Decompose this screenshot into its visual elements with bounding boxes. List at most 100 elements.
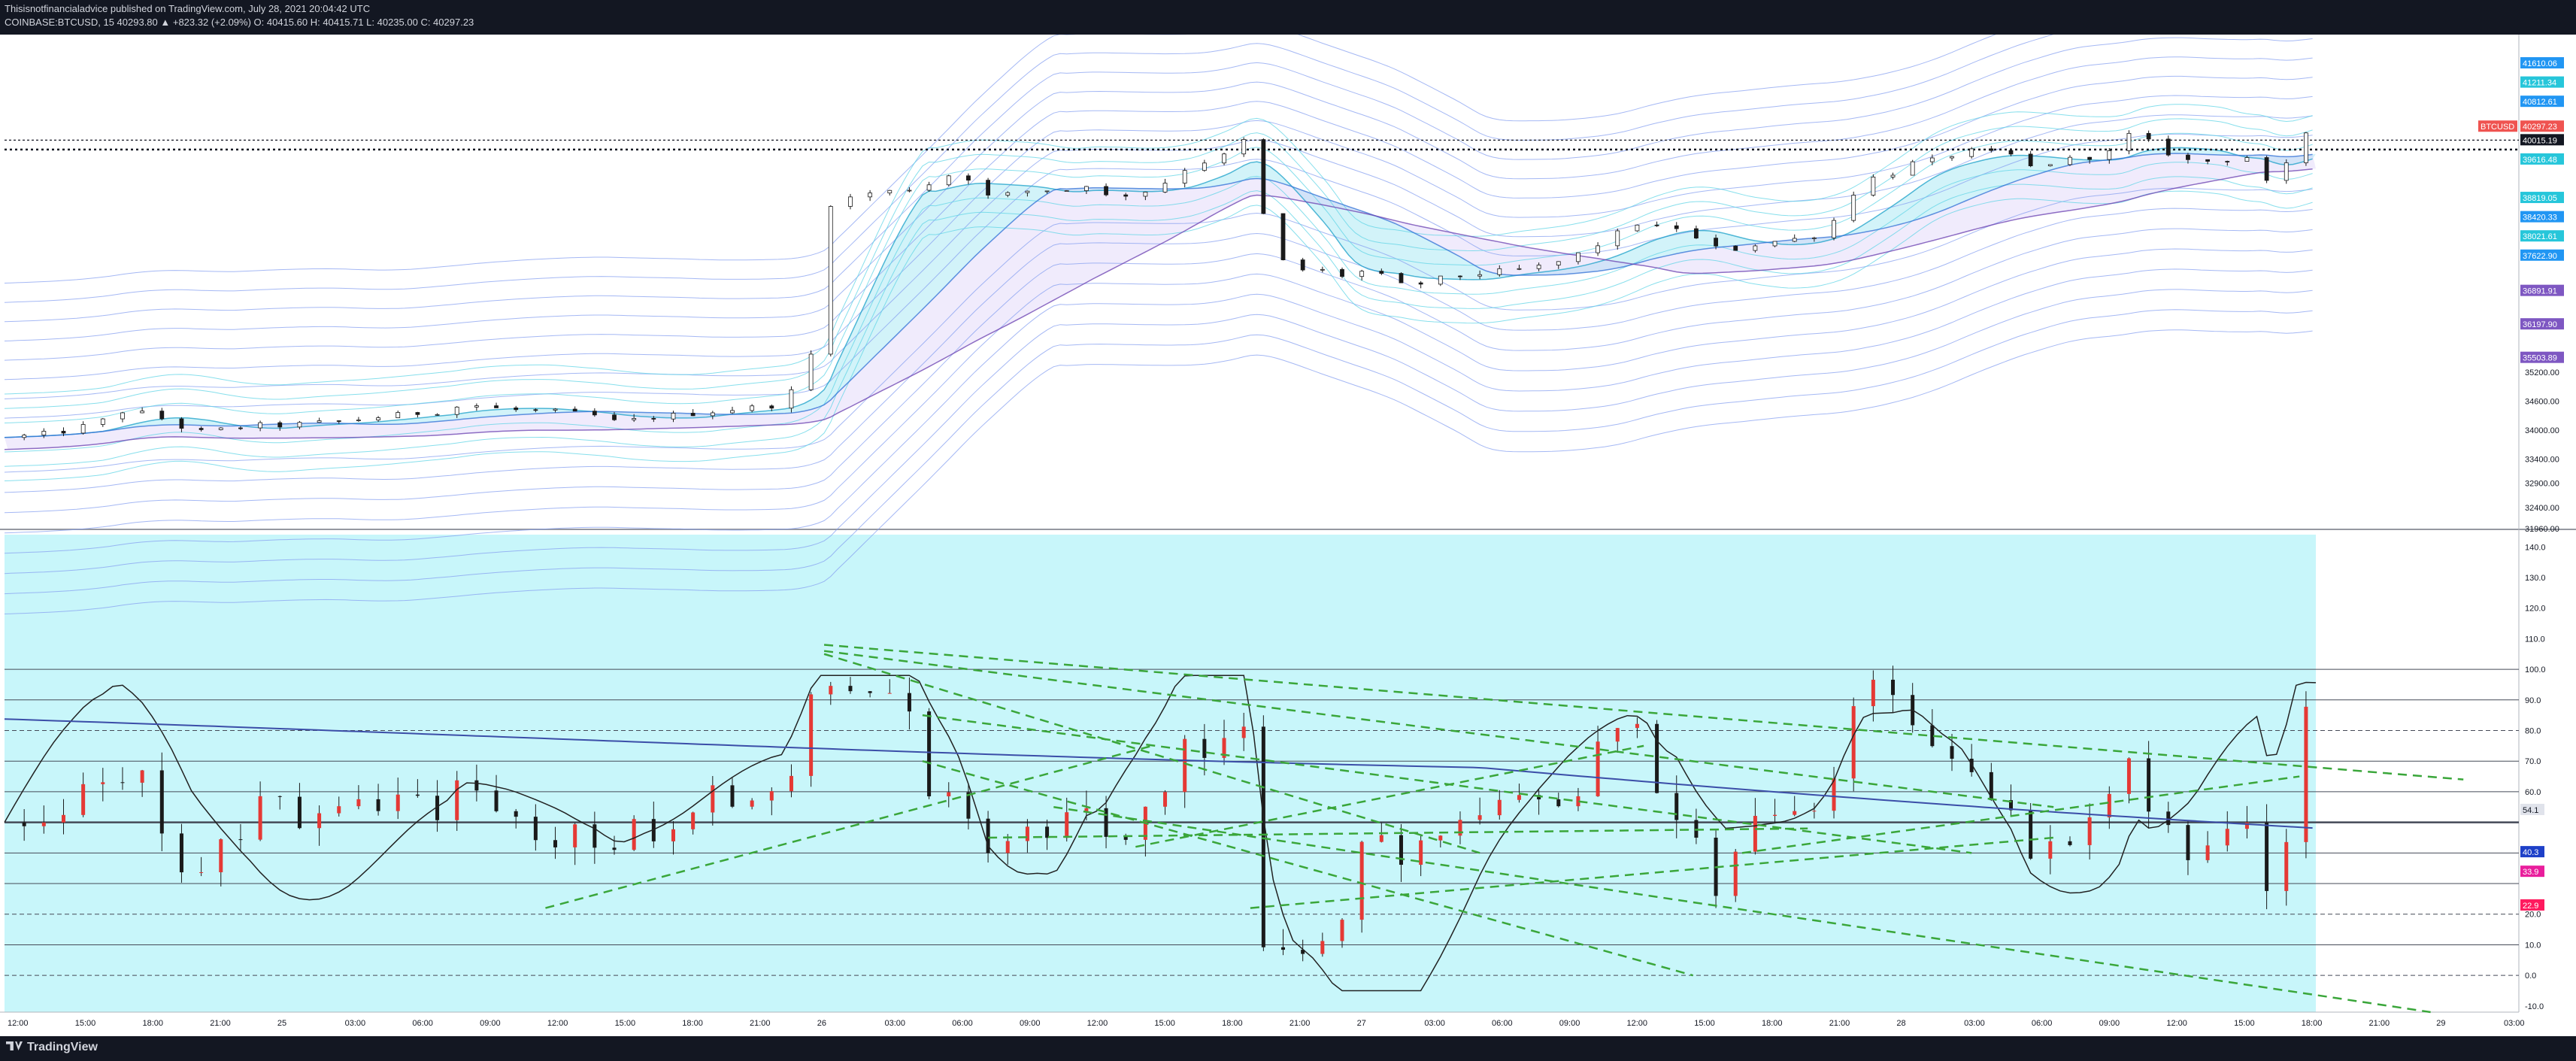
price-axis-tick: 32400.00	[2525, 504, 2559, 513]
band-fill-purple	[5, 153, 2316, 450]
osc-candle	[1438, 835, 1443, 841]
osc-candle	[2048, 841, 2053, 859]
osc-candle	[1753, 816, 1757, 852]
osc-candle	[1202, 738, 1207, 758]
price-candle	[1261, 139, 1266, 214]
price-label: 41610.06	[2523, 59, 2557, 68]
time-axis-tick: 18:00	[142, 1019, 163, 1028]
price-candle	[1792, 238, 1797, 242]
price-candle	[2165, 138, 2171, 156]
upper-band-line	[4, 35, 1996, 283]
osc-candle	[1615, 728, 1620, 742]
price-candle	[1635, 224, 1640, 232]
osc-value-label: 54.1	[2523, 806, 2538, 815]
lower-band-line	[4, 289, 2313, 574]
price-candle	[926, 184, 932, 191]
osc-candle	[2029, 810, 2033, 859]
price-candle	[1202, 162, 1207, 171]
osc-value-label: 22.9	[2523, 902, 2538, 911]
time-axis-tick: 21:00	[1290, 1019, 1311, 1028]
osc-axis-tick: 60.0	[2525, 788, 2541, 797]
price-candle	[1576, 252, 1580, 262]
osc-axis-tick: 10.0	[2525, 941, 2541, 950]
price-label-box	[2520, 249, 2564, 261]
price-candle	[690, 413, 696, 417]
price-candle	[1320, 268, 1325, 271]
time-axis-tick: 09:00	[1020, 1019, 1041, 1028]
price-candle	[336, 420, 341, 422]
time-axis-tick: 09:00	[1559, 1019, 1580, 1028]
osc-candle	[966, 792, 971, 819]
price-candle	[572, 408, 577, 412]
price-candle	[1615, 230, 1620, 247]
tradingview-logo[interactable]: TradingView	[6, 1041, 98, 1054]
upper-band-line	[4, 37, 2313, 323]
price-candle	[612, 414, 617, 420]
osc-candle	[1419, 840, 1423, 865]
price-candle	[317, 420, 322, 423]
osc-candle	[730, 785, 735, 807]
time-axis-tick: 03:00	[1424, 1019, 1445, 1028]
trendline	[1135, 744, 1644, 848]
osc-candle	[1733, 851, 1738, 896]
upper-band-line	[4, 75, 2313, 361]
ma-slow-line	[4, 168, 2313, 450]
price-candle	[1025, 190, 1030, 193]
price-label-box	[2520, 134, 2564, 146]
time-axis-tick: 21:00	[2369, 1019, 2390, 1028]
symbol-tag-box	[2478, 120, 2517, 132]
price-candle	[2047, 164, 2053, 167]
price-candle	[789, 389, 794, 409]
osc-candle	[1123, 836, 1128, 840]
price-candle	[61, 431, 66, 434]
osc-value-label: 40.3	[2523, 848, 2538, 857]
price-candle	[946, 175, 951, 186]
upper-band-line	[4, 35, 2054, 303]
price-candle	[1477, 274, 1483, 277]
osc-candle	[1576, 796, 1580, 807]
price-candle	[159, 411, 165, 420]
osc-candle	[1871, 679, 1875, 707]
price-label: 40812.61	[2523, 98, 2557, 107]
price-candle	[494, 405, 499, 408]
osc-candle	[651, 819, 656, 841]
price-label: 36891.91	[2523, 287, 2557, 296]
price-candle	[80, 424, 86, 434]
osc-value-label: 33.9	[2523, 868, 2538, 877]
osc-axis-tick: 130.0	[2525, 574, 2546, 583]
osc-candle	[1950, 746, 1954, 759]
chart-canvas[interactable]: 35200.00 34600.00 34000.00 33400.00 32900.00…	[0, 35, 2576, 1036]
price-candle	[1340, 268, 1344, 277]
time-axis-tick: 12:00	[2166, 1019, 2187, 1028]
price-candle	[179, 418, 184, 429]
price-candle	[2107, 150, 2112, 160]
osc-candle	[81, 784, 86, 815]
osc-candle	[1163, 792, 1168, 807]
osc-candle	[356, 799, 361, 807]
price-candle	[1379, 271, 1384, 274]
price-candle	[1596, 245, 1600, 253]
osc-candle	[1635, 723, 1639, 729]
price-candle	[1910, 161, 1915, 176]
osc-candle	[612, 847, 617, 850]
price-candle	[710, 412, 715, 417]
price-label: 39616.48	[2523, 156, 2557, 165]
price-candle	[2244, 157, 2250, 162]
time-axis-tick: 12:00	[1087, 1019, 1108, 1028]
upper-band-line	[4, 56, 2313, 341]
price-candle	[2205, 159, 2211, 162]
price-candle	[1694, 228, 1699, 239]
osc-candle	[986, 818, 990, 853]
osc-candle	[750, 800, 754, 807]
price-candle	[887, 189, 893, 194]
price-candle	[1359, 271, 1365, 277]
upper-band-cyan	[4, 104, 2313, 395]
trendline	[988, 827, 1808, 839]
osc-axis-tick: 80.0	[2525, 727, 2541, 736]
osc-candle	[317, 813, 322, 829]
price-candle	[651, 418, 656, 420]
osc-candle	[1005, 841, 1010, 853]
osc-candle	[573, 824, 577, 847]
price-candle	[730, 410, 735, 414]
price-axis-tick: 31960.00	[2525, 525, 2559, 534]
